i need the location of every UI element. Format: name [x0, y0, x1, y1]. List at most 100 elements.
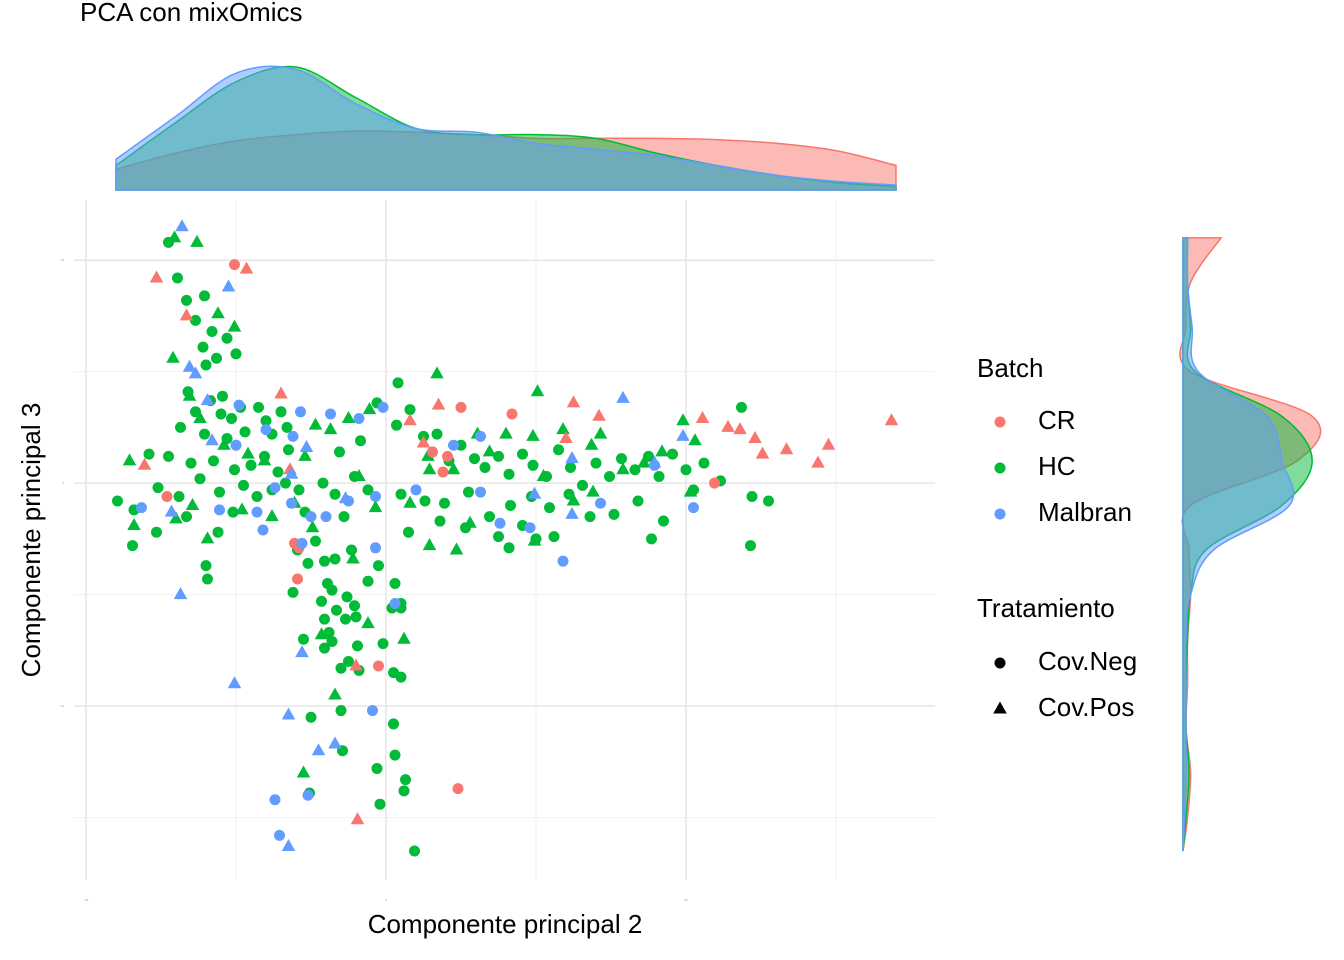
point	[230, 348, 242, 360]
point	[493, 450, 504, 462]
point	[127, 540, 138, 552]
point	[182, 388, 197, 401]
point	[275, 406, 287, 418]
point	[430, 366, 444, 379]
point	[340, 613, 351, 625]
point	[349, 600, 360, 612]
point	[811, 455, 825, 468]
point	[403, 413, 417, 426]
point	[584, 511, 596, 523]
point	[212, 526, 224, 538]
x-axis-label: Componente principal 2	[368, 909, 643, 939]
point	[151, 526, 162, 538]
point	[721, 419, 735, 432]
point	[260, 415, 272, 427]
point	[653, 470, 665, 482]
point	[257, 524, 269, 536]
point	[431, 428, 443, 440]
legend-marker	[994, 508, 1006, 520]
point	[284, 466, 299, 479]
point	[169, 511, 183, 524]
legend-label: Cov.Pos	[1038, 692, 1134, 722]
point	[112, 495, 123, 507]
point	[190, 234, 204, 247]
point	[199, 428, 210, 440]
point	[616, 390, 630, 403]
point	[326, 584, 338, 596]
point	[548, 531, 560, 543]
point	[226, 412, 237, 424]
point	[296, 537, 308, 549]
point	[565, 462, 576, 474]
point	[338, 491, 353, 504]
point	[323, 422, 338, 435]
point	[269, 794, 281, 806]
point	[374, 798, 386, 810]
point	[455, 401, 467, 413]
point	[341, 410, 356, 423]
point	[329, 488, 341, 500]
point	[746, 491, 758, 503]
point	[695, 410, 710, 423]
point	[230, 439, 242, 451]
point	[229, 259, 240, 271]
point	[503, 468, 515, 480]
point	[280, 477, 291, 489]
point	[221, 332, 233, 344]
point	[257, 453, 272, 466]
point	[397, 631, 411, 644]
point	[308, 417, 323, 430]
point	[238, 479, 249, 491]
point	[245, 459, 257, 471]
point	[763, 495, 774, 507]
point	[137, 457, 152, 470]
point	[281, 839, 296, 852]
point	[698, 457, 710, 469]
point	[182, 359, 197, 372]
point	[527, 486, 542, 499]
point	[181, 294, 192, 306]
legend-marker	[994, 657, 1006, 669]
y-tick-label: 10	[61, 258, 65, 262]
point	[647, 455, 662, 468]
point	[350, 812, 365, 825]
point	[616, 462, 630, 475]
point	[371, 763, 383, 775]
point	[202, 573, 213, 585]
y-tick-label: -10	[60, 704, 65, 708]
point	[676, 428, 690, 441]
point	[709, 477, 720, 489]
point	[494, 517, 506, 529]
point	[328, 736, 342, 749]
point	[608, 508, 620, 520]
point	[577, 479, 588, 491]
point	[343, 656, 354, 668]
point	[164, 504, 179, 517]
point	[272, 466, 284, 478]
point	[362, 575, 374, 587]
point	[524, 522, 536, 534]
point	[320, 511, 332, 523]
point	[361, 616, 375, 629]
point	[395, 488, 407, 500]
point	[269, 482, 281, 494]
point	[688, 433, 702, 446]
point	[235, 502, 249, 515]
point	[442, 450, 453, 462]
point	[616, 453, 627, 465]
point	[389, 749, 401, 761]
point	[544, 502, 555, 514]
point	[328, 687, 342, 700]
point	[398, 785, 410, 797]
point	[325, 408, 336, 420]
point	[302, 557, 314, 569]
point	[326, 635, 338, 647]
point	[586, 484, 600, 497]
point	[683, 484, 698, 497]
point	[335, 662, 347, 674]
point	[293, 484, 305, 496]
point	[319, 613, 330, 625]
point	[388, 718, 399, 730]
point	[302, 789, 314, 801]
point	[281, 707, 296, 720]
